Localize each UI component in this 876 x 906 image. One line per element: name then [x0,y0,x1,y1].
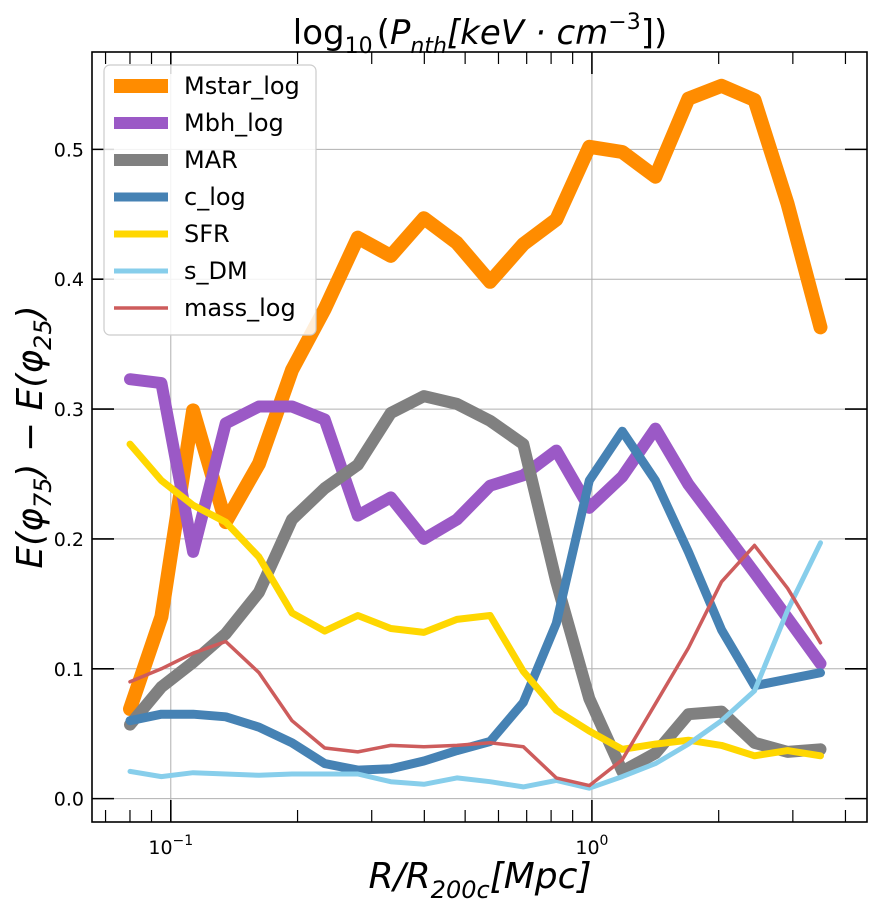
tick-labels: 0.0 0.1 0.2 0.3 0.4 0.5 10−1 100 [54,139,609,859]
legend-label: SFR [184,220,230,248]
plot-area-frame [91,51,868,823]
series-line-s-dm [127,540,823,791]
legend: Mstar_log Mbh_log MAR c_log SFR s_DM mass_log [103,64,317,336]
chart-title: log10 (Pnth[keV · cm−3]) [293,10,667,59]
legend-label: c_log [184,183,246,211]
x-axis-title: R/R200c[Mpc] [369,856,592,904]
x-tick-label: 10−1 [148,833,193,859]
legend-label: Mbh_log [184,109,284,137]
series-line-mar [124,390,827,778]
series-line-mstar-log [123,78,828,716]
series-lines [123,78,828,791]
axis-ticks [92,52,867,822]
legend-box [103,64,317,336]
legend-label: mass_log [184,294,296,322]
series-line-sfr [126,440,824,760]
y-tick-label: 0.0 [54,789,84,811]
y-tick-label: 0.2 [54,529,84,551]
y-axis-title: E(φ75) − E(φ25) [10,305,57,568]
series-line-mbh-log [124,373,827,670]
y-tick-label: 0.5 [54,139,84,161]
series-line-c-log [125,426,825,775]
legend-label: s_DM [184,257,248,285]
x-tick-label: 100 [575,833,608,859]
legend-label: MAR [184,146,238,174]
legend-label: Mstar_log [184,72,300,100]
y-tick-label: 0.4 [54,269,84,291]
series-line-mass-log [128,543,823,788]
y-tick-label: 0.1 [54,659,84,681]
y-tick-label: 0.3 [54,399,84,421]
